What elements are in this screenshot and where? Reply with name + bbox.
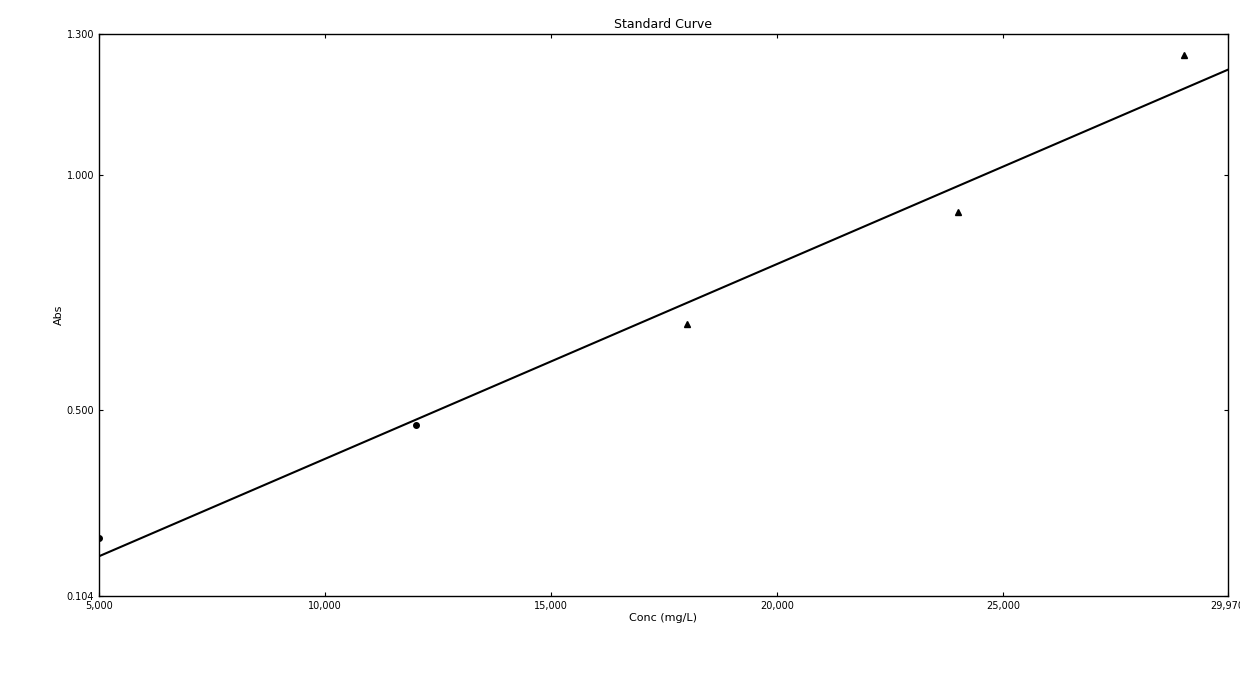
Title: Standard Curve: Standard Curve xyxy=(614,18,713,31)
Y-axis label: Abs: Abs xyxy=(53,305,64,325)
X-axis label: Conc (mg/L): Conc (mg/L) xyxy=(630,613,697,624)
